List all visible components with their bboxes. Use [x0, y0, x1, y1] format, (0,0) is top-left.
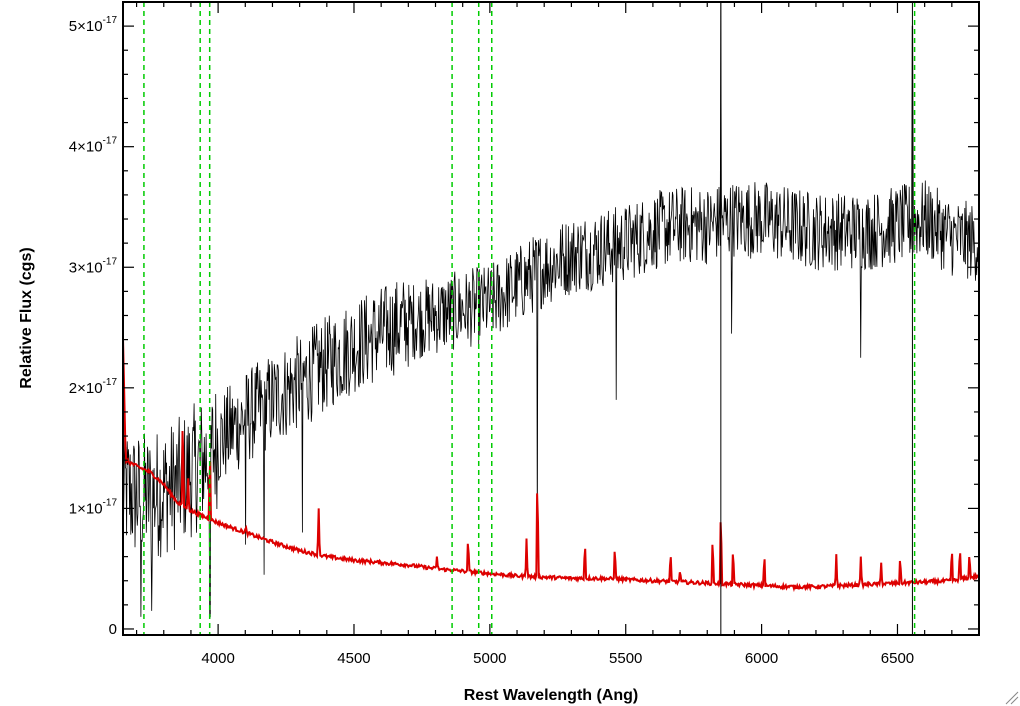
y-tick-label: 5×10-17: [69, 15, 118, 35]
x-tick-label: 4500: [337, 650, 370, 667]
x-tick-label: 6500: [881, 650, 914, 667]
resize-grip-icon[interactable]: [1005, 691, 1019, 705]
x-tick-label: 6000: [745, 650, 778, 667]
observed-spectrum-line: [122, 1, 979, 618]
plot-frame: [122, 1, 980, 636]
observed-spectrum-layer: [122, 1, 979, 618]
y-axis-title: Relative Flux (cgs): [18, 247, 35, 388]
y-axis-ticks: 0 1×10-17 2×10-17 3×10-17 4×10-17 5×10-17: [69, 15, 979, 638]
x-tick-label: 5500: [609, 650, 642, 667]
emission-line-markers: [143, 2, 916, 635]
x-tick-label: 5000: [473, 650, 506, 667]
model-spectrum-layer: [122, 338, 980, 593]
model-spectrum-line: [122, 338, 980, 593]
y-tick-label: 1×10-17: [69, 497, 118, 517]
y-tick-label: 2×10-17: [69, 377, 118, 397]
x-tick-label: 4000: [201, 650, 234, 667]
x-axis-title: Rest Wavelength (Ang): [464, 687, 639, 704]
x-axis-ticks: 4000 4500 5000 5500 6000 6500: [135, 2, 980, 667]
plot-border: [122, 1, 980, 636]
y-tick-label: 0: [109, 621, 117, 638]
y-tick-label: 4×10-17: [69, 136, 118, 156]
vertical-reference-lines: [720, 2, 913, 635]
y-tick-label: 3×10-17: [69, 256, 118, 276]
